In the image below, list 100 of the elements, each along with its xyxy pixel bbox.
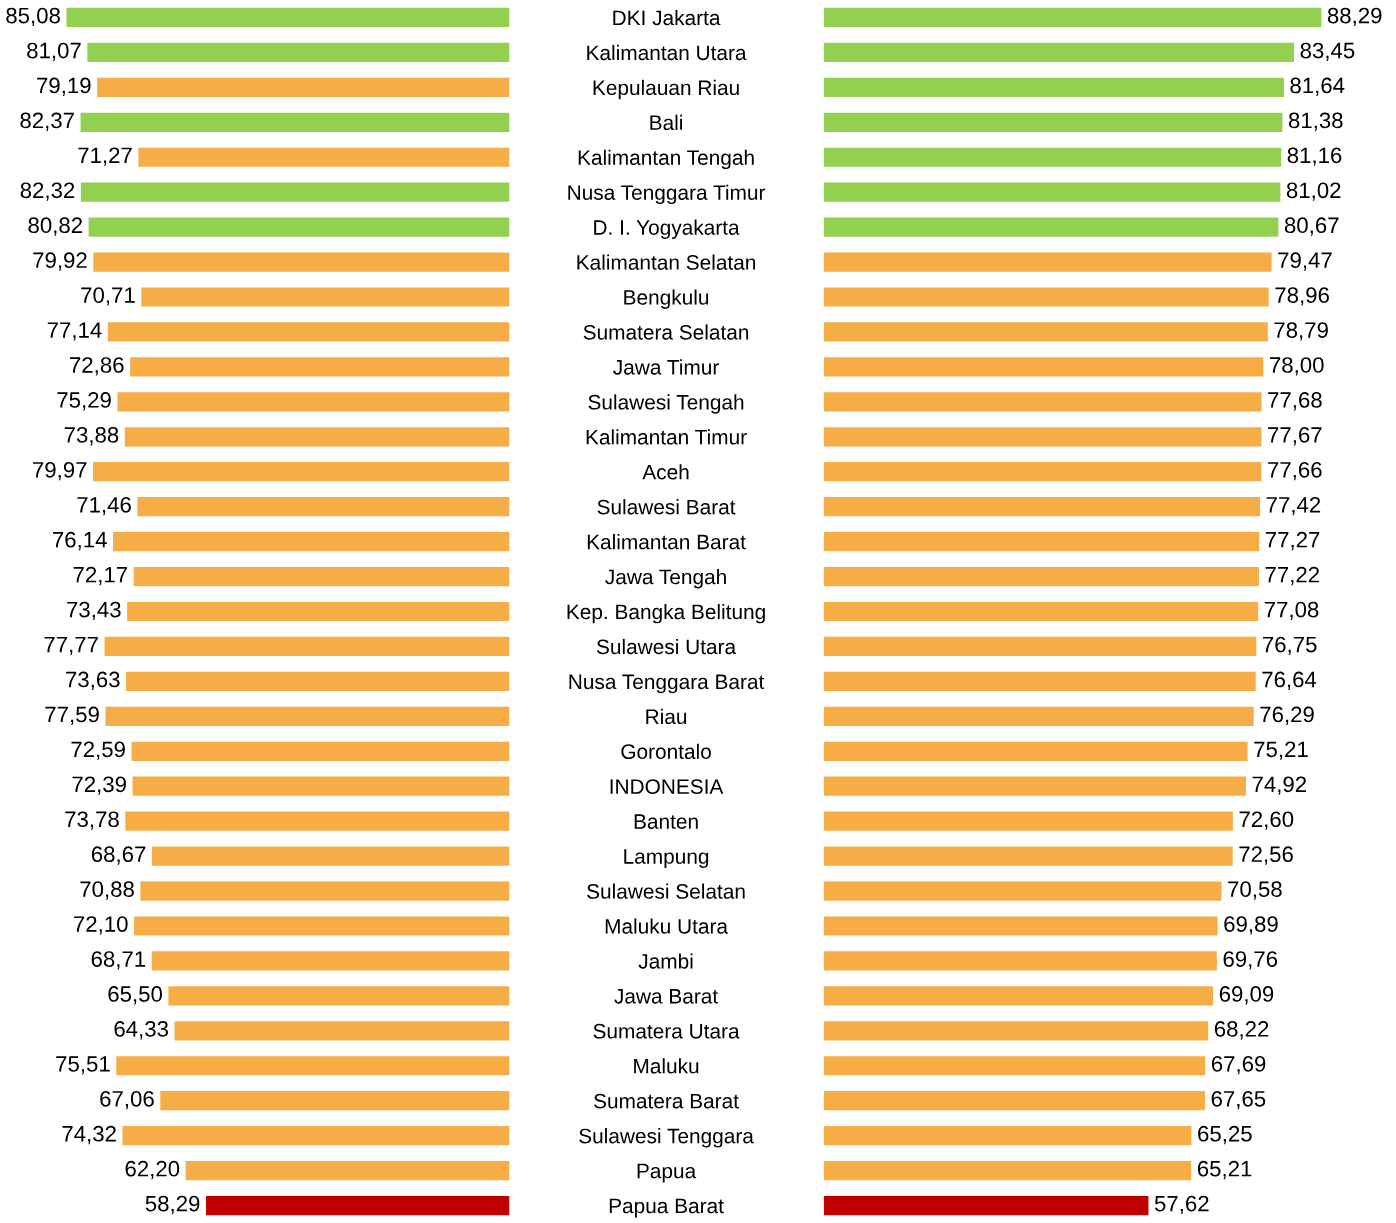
- bar: [823, 392, 1262, 412]
- y-tick-label: Jambi: [638, 953, 693, 969]
- y-tick-label: Nusa Tenggara Timur: [568, 184, 766, 205]
- bar: [823, 427, 1262, 447]
- data-label: 79,92: [33, 252, 87, 271]
- data-label: 72,56: [1239, 846, 1293, 865]
- bar: [823, 7, 1322, 28]
- bar: [122, 1126, 510, 1146]
- bar: [823, 252, 1272, 272]
- bar: [127, 601, 510, 622]
- y-tick-label: Bengkulu: [624, 289, 709, 309]
- bar: [174, 1021, 510, 1041]
- data-label: 73,78: [65, 811, 119, 830]
- bar: [823, 846, 1233, 866]
- bar: [823, 566, 1259, 587]
- data-label: 75,29: [57, 392, 111, 411]
- bar: [823, 881, 1222, 901]
- bar: [823, 357, 1264, 377]
- data-label: 72,86: [70, 357, 124, 376]
- data-label: 72,39: [72, 776, 126, 795]
- data-label: 82,32: [20, 182, 75, 201]
- data-label: 68,67: [91, 846, 146, 865]
- data-label: 72,17: [73, 566, 128, 586]
- bar: [104, 636, 510, 657]
- bar: [137, 497, 510, 517]
- y-tick-label: Maluku Utara: [605, 918, 728, 934]
- data-label: 72,60: [1239, 811, 1294, 830]
- y-tick-label: Kalimantan Timur: [586, 429, 747, 445]
- bar: [823, 147, 1282, 167]
- data-label: 77,22: [1265, 566, 1319, 586]
- data-label: 80,82: [28, 217, 82, 236]
- data-label: 77,68: [1268, 392, 1322, 411]
- data-label: 80,67: [1284, 217, 1339, 236]
- data-label: 81,16: [1287, 147, 1342, 166]
- y-tick-label: DKI Jakarta: [613, 9, 721, 26]
- y-tick-label: Kepulauan Riau: [593, 79, 739, 100]
- data-label: 74,92: [1252, 776, 1307, 795]
- y-tick-label: Kalimantan Tengah: [578, 149, 754, 170]
- y-tick-label: Jawa Tengah: [605, 569, 726, 589]
- y-tick-label: Banten: [634, 814, 698, 829]
- bar: [823, 916, 1218, 936]
- bar: [823, 1091, 1205, 1111]
- bar: [823, 1056, 1206, 1076]
- y-tick-label: D. I. Yogyakarta: [594, 219, 740, 239]
- bar: [823, 77, 1284, 97]
- bar: [133, 566, 510, 587]
- data-label: 71,46: [77, 496, 131, 516]
- data-label: 77,08: [1264, 601, 1319, 621]
- data-label: 78,96: [1275, 287, 1329, 306]
- bar: [130, 357, 510, 377]
- data-label: 77,66: [1268, 461, 1322, 481]
- bar: [124, 427, 510, 447]
- bar: [205, 1195, 510, 1216]
- data-label: 79,19: [37, 77, 91, 96]
- data-label: 78,00: [1270, 357, 1324, 376]
- bar: [113, 532, 510, 552]
- data-label: 73,43: [67, 601, 121, 621]
- data-label: 73,63: [66, 671, 120, 690]
- data-label: 65,21: [1197, 1160, 1252, 1180]
- y-tick-label: Nusa Tenggara Barat: [569, 674, 765, 694]
- data-label: 70,58: [1228, 881, 1282, 900]
- data-label: 81,07: [27, 42, 81, 61]
- bar: [140, 881, 510, 901]
- data-label: 65,25: [1198, 1125, 1252, 1145]
- data-label: 77,27: [1265, 531, 1320, 551]
- data-label: 82,37: [20, 112, 74, 131]
- y-tick-label: INDONESIA: [610, 779, 724, 794]
- data-label: 65,50: [108, 986, 163, 1005]
- y-tick-label: Jawa Timur: [613, 359, 719, 375]
- bar: [93, 252, 510, 272]
- y-tick-label: Gorontalo: [621, 743, 711, 760]
- y-tick-label: Sulawesi Selatan: [587, 883, 745, 899]
- data-label: 72,10: [74, 916, 128, 935]
- data-label: 75,51: [56, 1056, 110, 1075]
- bar: [823, 532, 1260, 552]
- data-label: 57,62: [1154, 1195, 1209, 1215]
- data-label: 85,08: [6, 7, 60, 27]
- data-label: 81,02: [1286, 182, 1341, 201]
- data-label: 76,75: [1262, 636, 1317, 656]
- bar: [88, 217, 510, 237]
- bar: [823, 182, 1281, 202]
- data-label: 88,29: [1327, 7, 1382, 27]
- bar: [823, 322, 1268, 342]
- data-label: 75,21: [1254, 741, 1308, 760]
- bar: [117, 392, 510, 412]
- y-tick-label: Sumatera Selatan: [583, 324, 749, 340]
- y-tick-label: Jawa Barat: [614, 989, 718, 1004]
- data-label: 77,67: [1268, 427, 1322, 446]
- bar: [93, 462, 510, 482]
- bar: [107, 322, 510, 342]
- bar: [823, 741, 1248, 761]
- data-label: 68,71: [91, 951, 146, 970]
- bar: [105, 706, 510, 726]
- bar: [823, 462, 1262, 482]
- y-tick-label: Kalimantan Barat: [587, 534, 746, 550]
- data-label: 71,27: [78, 147, 132, 166]
- bar: [160, 1091, 510, 1111]
- data-label: 79,97: [33, 461, 87, 481]
- bar: [138, 147, 510, 167]
- bar: [823, 776, 1246, 796]
